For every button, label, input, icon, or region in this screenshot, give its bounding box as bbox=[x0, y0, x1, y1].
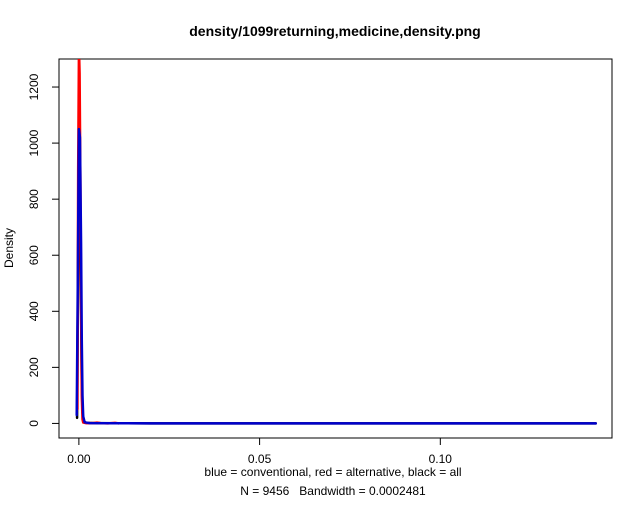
y-tick-label: 200 bbox=[27, 357, 41, 377]
y-tick-label: 0 bbox=[27, 420, 41, 427]
y-tick-label: 1200 bbox=[27, 73, 41, 100]
y-axis-label: Density bbox=[2, 228, 16, 268]
series-line-alternative bbox=[76, 59, 120, 425]
y-tick-label: 400 bbox=[27, 301, 41, 321]
x-axis-sublabel: N = 9456 Bandwidth = 0.0002481 bbox=[240, 484, 426, 498]
series-line-conventional bbox=[75, 127, 597, 425]
x-tick-label: 0.10 bbox=[429, 452, 453, 466]
y-tick-label: 1000 bbox=[27, 129, 41, 156]
x-axis-label: blue = conventional, red = alternative, … bbox=[204, 465, 461, 479]
series-group bbox=[75, 59, 597, 425]
series-line-all bbox=[75, 113, 597, 425]
plot-frame bbox=[58, 58, 613, 439]
y-tick-label: 800 bbox=[27, 189, 41, 209]
x-axis: 0.00 0.05 0.10 bbox=[67, 437, 453, 466]
chart-title: density/1099returning,medicine,density.p… bbox=[189, 23, 480, 39]
y-axis: 0 200 400 600 800 1000 1200 bbox=[27, 73, 60, 427]
x-tick-label: 0.00 bbox=[67, 452, 91, 466]
series-layer bbox=[75, 59, 597, 425]
y-tick-label: 600 bbox=[27, 245, 41, 265]
x-tick-label: 0.05 bbox=[248, 452, 272, 466]
